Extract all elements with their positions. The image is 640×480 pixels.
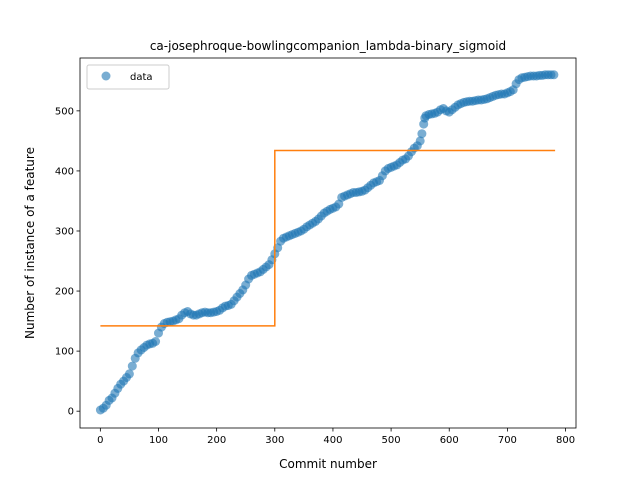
y-axis-ticks: 0 100 200 300 400 500 [55,106,80,418]
x-tick-label: 0 [97,435,103,446]
y-tick-label: 100 [55,347,74,358]
x-axis-label: Commit number [279,457,377,471]
x-tick-label: 800 [556,435,575,446]
legend-label: data [130,72,153,83]
x-tick-label: 200 [207,435,226,446]
x-tick-label: 400 [323,435,342,446]
x-axis-ticks: 0 100 200 300 400 500 600 700 800 [97,428,575,446]
y-tick-label: 200 [55,287,74,298]
y-tick-label: 300 [55,226,74,237]
legend-marker [101,71,111,81]
x-tick-label: 700 [498,435,517,446]
data-point [415,136,425,146]
x-tick-label: 500 [382,435,401,446]
y-tick-label: 400 [55,166,74,177]
y-tick-label: 500 [55,106,74,117]
x-tick-label: 100 [149,435,168,446]
data-point [151,337,161,346]
x-tick-label: 600 [440,435,459,446]
data-point [417,129,427,139]
y-tick-label: 0 [68,407,74,418]
plot-frame [79,57,577,429]
legend: data [86,64,170,90]
x-tick-label: 300 [265,435,284,446]
legend-box [86,64,170,90]
data-point [124,369,134,379]
chart-title: ca-josephroque-bowlingcompanion_lambda-b… [150,39,506,53]
data-point [127,361,137,371]
data-point [549,70,559,80]
step-lines [100,149,556,327]
scatter-points [95,70,559,415]
step-fit-line [100,149,556,327]
y-axis-label: Number of instance of a feature [23,147,37,339]
